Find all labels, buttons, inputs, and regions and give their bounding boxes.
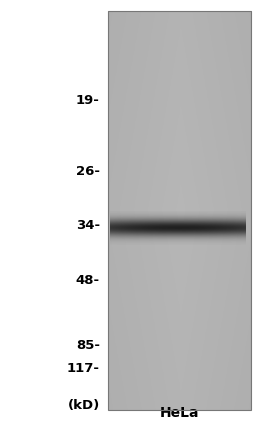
Text: 34-: 34-: [76, 219, 100, 232]
Text: (kD): (kD): [68, 399, 100, 412]
Text: HeLa: HeLa: [159, 406, 199, 420]
Text: 117-: 117-: [67, 363, 100, 375]
Text: 19-: 19-: [76, 94, 100, 107]
Text: 26-: 26-: [76, 165, 100, 178]
Text: 48-: 48-: [76, 275, 100, 287]
Bar: [108, 11, 251, 410]
Text: 85-: 85-: [76, 339, 100, 352]
